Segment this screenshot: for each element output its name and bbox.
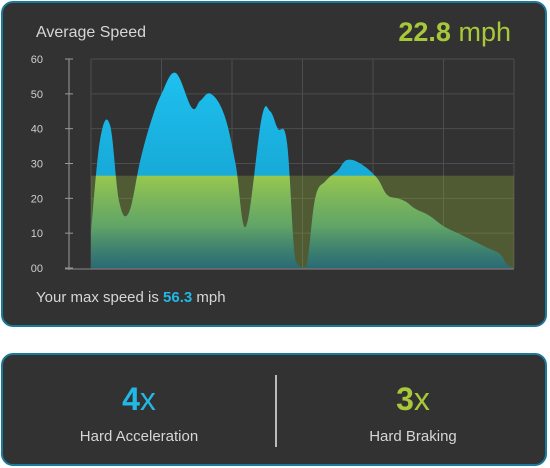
y-tick-label: 20 bbox=[31, 193, 43, 205]
max-speed-number: 56.3 bbox=[163, 289, 193, 306]
y-tick-label: 00 bbox=[31, 263, 43, 275]
y-tick-label: 10 bbox=[31, 228, 43, 240]
hard-acceleration-count: 4x bbox=[3, 381, 275, 418]
hard-braking-label: Hard Braking bbox=[369, 428, 457, 445]
average-speed-unit: mph bbox=[458, 17, 511, 47]
y-axis-ticks: 00 10 20 30 40 50 60 bbox=[31, 54, 73, 275]
hard-braking-stat: 3x Hard Braking bbox=[277, 355, 545, 464]
hard-acceleration-label: Hard Acceleration bbox=[79, 428, 199, 445]
hard-acceleration-number: 4 bbox=[122, 381, 140, 417]
hard-acceleration-suffix: x bbox=[139, 381, 156, 417]
hard-acceleration-stat: 4x Hard Acceleration bbox=[3, 355, 275, 464]
speed-chart: 00 10 20 30 40 50 60 bbox=[31, 54, 515, 275]
hard-braking-suffix: x bbox=[413, 381, 430, 417]
y-tick-label: 60 bbox=[31, 54, 43, 66]
card-title: Average Speed bbox=[36, 24, 147, 41]
driving-stats-card: 4x Hard Acceleration 3x Hard Braking bbox=[1, 353, 547, 466]
average-speed-number: 22.8 bbox=[398, 17, 451, 47]
hard-braking-number: 3 bbox=[396, 381, 414, 417]
max-speed-line: Your max speed is 56.3 mph bbox=[36, 289, 226, 306]
average-speed-value: 22.8 mph bbox=[398, 17, 511, 48]
y-tick-label: 50 bbox=[31, 89, 43, 101]
y-tick-label: 40 bbox=[31, 124, 43, 136]
y-tick-label: 30 bbox=[31, 159, 43, 171]
average-speed-card: Average Speed 22.8 mph 00 10 20 30 40 50 60 Yo… bbox=[1, 1, 547, 327]
stats-divider bbox=[275, 375, 277, 447]
max-speed-unit: mph bbox=[196, 289, 226, 306]
max-speed-prefix: Your max speed is bbox=[36, 289, 159, 306]
hard-braking-count: 3x bbox=[277, 381, 545, 418]
